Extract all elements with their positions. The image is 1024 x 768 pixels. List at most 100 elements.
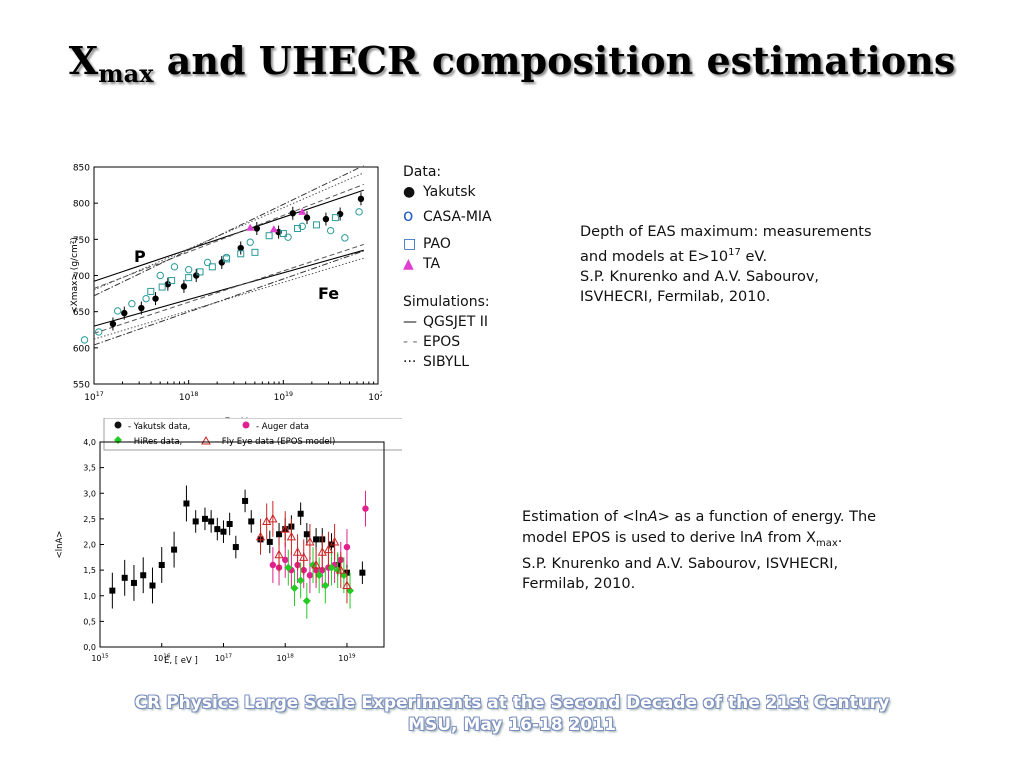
- x-tick-label: 1018: [277, 653, 295, 663]
- desc2-italic: A: [647, 509, 658, 525]
- desc2-subscript: max: [816, 537, 838, 549]
- desc2-text: from X: [763, 529, 816, 546]
- proton-label: P: [134, 247, 146, 266]
- yakutsk-point: [121, 309, 128, 317]
- y-tick-label: 1,0: [83, 592, 96, 601]
- pao-point: [185, 274, 193, 282]
- footer: CR Physics Large Scale Experiments at th…: [0, 692, 1024, 736]
- yakutsk-point: [242, 497, 249, 504]
- proton-qgsjet-line: [93, 189, 364, 282]
- yakutsk-point: [313, 536, 320, 543]
- desc1-exponent: 17: [728, 246, 741, 258]
- flyseye-point: [342, 580, 352, 589]
- legend-item-epos: - - EPOS: [403, 332, 563, 352]
- yakutsk-point: [232, 544, 239, 551]
- yakutsk-point: [140, 572, 147, 579]
- pao-point: [265, 232, 273, 240]
- lna-legend-box: [103, 418, 402, 451]
- auger-point: [282, 556, 289, 564]
- pao-point: [237, 250, 245, 258]
- legend-marker: [242, 421, 250, 429]
- casa-mia-point: [95, 328, 103, 336]
- legend-label: PAO: [423, 236, 451, 252]
- legend-label: - Auger data: [256, 422, 309, 432]
- pao-point: [168, 277, 176, 285]
- open-square-icon: □: [403, 236, 417, 252]
- x-tick-label: 1017: [215, 653, 233, 663]
- hires-point: [315, 571, 324, 580]
- x-tick-label: 1016: [153, 653, 171, 663]
- yakutsk-point: [276, 531, 283, 538]
- casa-mia-point: [355, 208, 363, 216]
- proton-dashdot-line: [93, 165, 365, 297]
- legend-item-yakutsk: ● Yakutsk: [403, 182, 563, 202]
- flyseye-point: [311, 559, 321, 569]
- casa-mia-point: [203, 258, 212, 267]
- yakutsk-point: [357, 195, 365, 203]
- yakutsk-point: [109, 320, 117, 328]
- pao-point: [294, 224, 302, 232]
- casa-mia-point: [80, 336, 89, 344]
- proton-sibyll-line: [93, 172, 364, 291]
- legend-label: Yakutsk: [423, 184, 476, 200]
- legend-item-ta: ▲ TA: [403, 254, 563, 274]
- casa-mia-point: [341, 234, 349, 242]
- hires-point: [290, 584, 299, 593]
- yakutsk-point: [289, 210, 296, 217]
- open-circle-icon: o: [403, 206, 414, 226]
- desc2-line2: model EPOS is used to derive lnA from Xm…: [522, 528, 962, 554]
- y-tick-label: 750: [73, 236, 90, 246]
- hires-point: [296, 576, 305, 585]
- yakutsk-point: [164, 280, 172, 288]
- legend-sim-heading: Simulations:: [403, 294, 490, 310]
- casa-mia-point: [298, 222, 306, 231]
- desc1-line1: Depth of EAS maximum: measurements: [580, 224, 872, 240]
- pao-point: [331, 214, 339, 222]
- y-tick-label: 650: [73, 308, 90, 318]
- yakutsk-point: [138, 304, 145, 312]
- y-axis-label: <lnA>: [55, 531, 65, 559]
- title-sub: max: [98, 59, 154, 88]
- slide-title: Xmax and UHECR composition estimations: [0, 38, 1024, 88]
- desc2-text: model EPOS is used to derive ln: [522, 529, 754, 546]
- pao-point: [223, 255, 231, 263]
- flyseye-point: [286, 531, 297, 541]
- iron-qgsjet-line: [93, 249, 364, 327]
- lna-plot-area: - Yakutsk data, - Auger data- HiRes data,…: [55, 418, 402, 666]
- flyseye-point: [262, 516, 272, 525]
- y-tick-label: 0,5: [83, 617, 96, 626]
- yakutsk-point: [149, 582, 156, 589]
- yakutsk-point: [158, 562, 165, 568]
- pao-point: [312, 221, 320, 229]
- yakutsk-point: [183, 500, 190, 507]
- pao-point: [158, 283, 166, 291]
- auger-point: [306, 572, 314, 579]
- desc1-line2: and models at E>1017 eV.: [580, 243, 980, 267]
- hires-point: [321, 581, 330, 590]
- casa-mia-point: [246, 238, 254, 246]
- x-tick-label: 1018: [179, 391, 198, 403]
- desc2-line4: Fermilab, 2010.: [522, 576, 636, 593]
- casa-mia-point: [222, 253, 231, 262]
- casa-mia-point: [170, 263, 179, 271]
- yakutsk-point: [266, 538, 273, 545]
- xmax-description: Depth of EAS maximum: measurements and m…: [580, 222, 980, 308]
- x-tick-label: 1020: [368, 391, 382, 403]
- plot-frame: [99, 441, 385, 648]
- casa-mia-point: [284, 233, 292, 241]
- y-tick-label: 3,5: [83, 464, 96, 473]
- hires-point: [327, 563, 336, 572]
- auger-point: [343, 543, 351, 551]
- desc2-text: > as a function of energy. The: [657, 509, 877, 525]
- yakutsk-point: [336, 210, 344, 218]
- legend-marker: [114, 421, 122, 429]
- x-tick-label: 1017: [84, 391, 103, 403]
- casa-mia-point: [156, 271, 164, 280]
- casa-mia-point: [326, 226, 335, 235]
- xmax-legend: Data: ● Yakutsk o CASA-MIA □ PAO ▲ TA Simula…: [403, 162, 563, 372]
- title-rest: and UHECR composition estimations: [153, 38, 956, 83]
- flyseye-point: [323, 544, 334, 554]
- legend-label: - Yakutsk data,: [128, 422, 190, 432]
- yakutsk-point: [130, 579, 137, 586]
- dotted-line-icon: ···: [403, 354, 417, 370]
